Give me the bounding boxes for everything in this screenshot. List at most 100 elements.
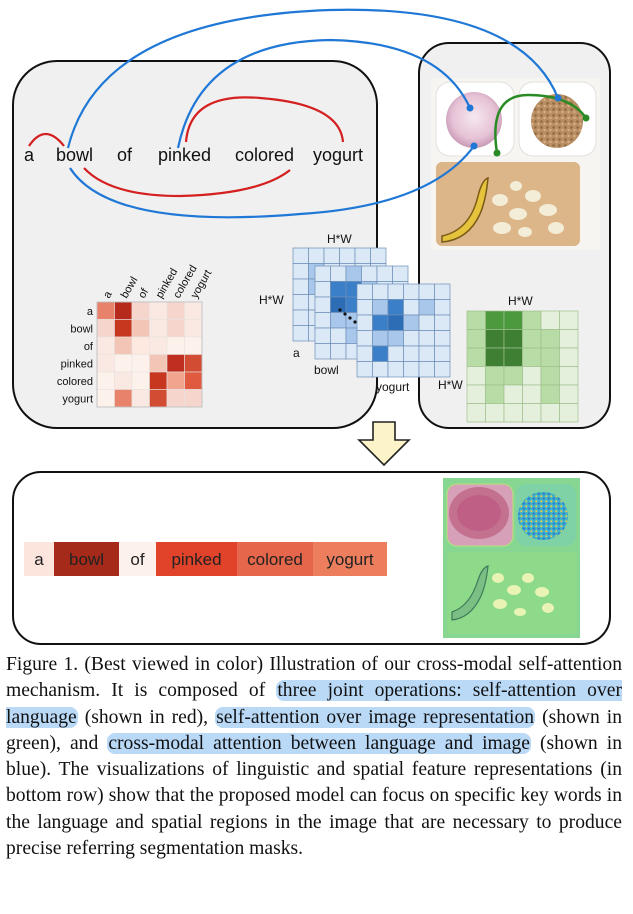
matrix-cell <box>131 371 150 390</box>
feature-cell <box>356 283 373 300</box>
matrix-cell <box>184 336 203 355</box>
feature-cell <box>308 247 325 264</box>
attention-cell <box>540 329 560 349</box>
attention-cell <box>466 347 486 367</box>
matrix-cell <box>149 354 168 373</box>
feature-cell <box>372 361 389 378</box>
caption-text: (shown in red), <box>77 706 216 728</box>
attention-cell <box>503 366 523 386</box>
attended-word-cell <box>156 542 237 576</box>
matrix-cell <box>166 336 185 355</box>
feature-cell <box>387 330 404 347</box>
feature-cell <box>418 314 435 331</box>
attention-cell <box>522 366 542 386</box>
caption-text: (shown in green), and <box>6 706 622 754</box>
attended-word-label: of <box>130 550 144 569</box>
attention-cell <box>485 384 505 404</box>
attention-cell <box>485 310 505 330</box>
matrix-cell <box>96 389 115 408</box>
attended-word-cell <box>237 542 313 576</box>
matrix-row-label: of <box>84 341 94 353</box>
feature-cell <box>403 283 420 300</box>
matrix-row-label: yogurt <box>62 394 93 406</box>
feature-cell <box>314 312 331 329</box>
matrix-cell <box>166 371 185 390</box>
feature-cell <box>418 361 435 378</box>
feature-cell <box>434 361 451 378</box>
feature-cell <box>292 294 309 311</box>
attended-word-label: pinked <box>171 550 221 569</box>
attention-cell <box>503 403 523 423</box>
attention-cell <box>466 366 486 386</box>
cross-modal-word-label: a <box>293 346 300 360</box>
attention-cell <box>522 329 542 349</box>
food-photo <box>431 78 600 250</box>
feature-cell <box>314 296 331 313</box>
feature-cell <box>370 247 387 264</box>
feature-cell <box>372 314 389 331</box>
attention-cell <box>522 310 542 330</box>
attention-cell <box>559 329 579 349</box>
feature-cell <box>356 299 373 316</box>
sentence-word: of <box>117 145 133 165</box>
matrix-cell <box>114 301 133 320</box>
feature-cell <box>314 265 331 282</box>
feature-cell <box>345 265 362 282</box>
feature-cell <box>387 314 404 331</box>
matrix-cell <box>131 319 150 338</box>
feature-cell <box>387 345 404 362</box>
attention-cell <box>503 347 523 367</box>
cross-modal-attention-arcs <box>66 8 560 219</box>
attention-cell <box>503 329 523 349</box>
image-width-label: H*W <box>508 294 533 308</box>
feature-cell <box>392 265 409 282</box>
attended-word-label: bowl <box>69 550 104 569</box>
attention-cell <box>540 366 560 386</box>
matrix-cell <box>166 389 185 408</box>
sentence-word: yogurt <box>313 145 363 165</box>
caption-text: (shown in blue). The visualizations of l… <box>6 732 623 860</box>
sentence-word: colored <box>235 145 294 165</box>
feature-cell <box>354 247 371 264</box>
matrix-cell <box>114 336 133 355</box>
attended-word-cell <box>313 542 387 576</box>
attended-word-cell <box>119 542 156 576</box>
attention-cell <box>559 347 579 367</box>
feature-cell <box>292 325 309 342</box>
matrix-cell <box>184 371 203 390</box>
matrix-cell <box>114 389 133 408</box>
matrix-cell <box>96 371 115 390</box>
attended-words-bar: a bowl of pinked colored yogurt <box>24 542 387 576</box>
matrix-cell <box>96 301 115 320</box>
sentence-word: a <box>24 145 35 165</box>
feature-cell <box>292 247 309 264</box>
feature-cell <box>387 361 404 378</box>
matrix-cell <box>96 354 115 373</box>
attention-heatmap <box>443 478 580 638</box>
feature-cell <box>314 343 331 360</box>
caption-highlight: cross-modal attention be­tween language … <box>107 732 531 754</box>
attention-cell <box>485 347 505 367</box>
feature-cell <box>372 330 389 347</box>
image-height-label: H*W <box>438 378 463 392</box>
matrix-cell <box>184 354 203 373</box>
feature-cell <box>356 330 373 347</box>
attended-word-label: a <box>34 550 44 569</box>
feature-cell <box>292 309 309 326</box>
feature-cell <box>434 330 451 347</box>
attention-cell <box>485 366 505 386</box>
matrix-cell <box>184 389 203 408</box>
attention-cell <box>559 384 579 404</box>
matrix-cell <box>96 336 115 355</box>
feature-cell <box>372 345 389 362</box>
caption-highlight: self-attention over im­age representatio… <box>215 706 536 728</box>
attention-cell <box>503 384 523 404</box>
attention-cell <box>466 310 486 330</box>
attention-cell <box>540 403 560 423</box>
feature-cell <box>376 265 393 282</box>
sentence-word: pinked <box>158 145 211 165</box>
language-self-attention-arcs <box>28 96 345 198</box>
matrix-cell <box>131 336 150 355</box>
feature-cell <box>403 314 420 331</box>
attention-cell <box>466 384 486 404</box>
